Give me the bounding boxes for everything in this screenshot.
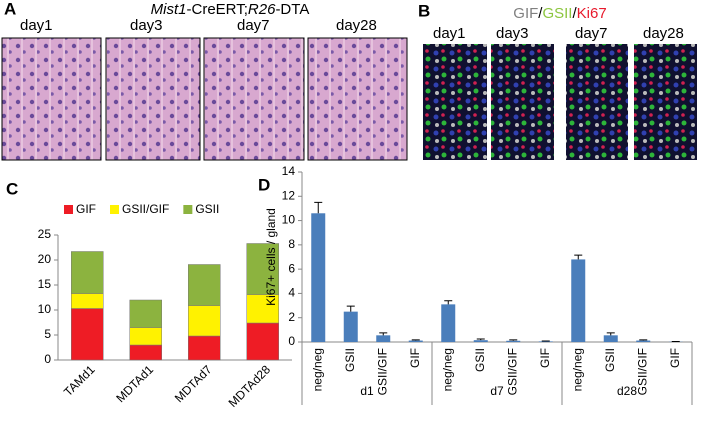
micrograph <box>634 44 697 160</box>
legend-label: GSII <box>195 202 219 216</box>
micrograph <box>307 37 408 161</box>
image-label: day3 <box>496 25 529 42</box>
x-tick-label: GSII/GIF <box>635 348 649 395</box>
bar <box>408 340 423 342</box>
x-tick-label: GSII/GIF <box>375 348 389 395</box>
panel-title: Mist1-CreERT;R26-DTA <box>151 1 310 18</box>
x-tick-label: neg/neg <box>440 348 454 391</box>
legend-swatch <box>64 205 73 214</box>
legend-label: GSII/GIF <box>122 202 169 216</box>
error-bar <box>346 305 355 312</box>
error-bar <box>476 338 485 341</box>
group-label: d1 <box>360 384 374 398</box>
error-bar <box>639 339 648 341</box>
x-tick-label: neg/neg <box>310 348 324 391</box>
x-tick-label: GSII <box>473 348 487 372</box>
bar <box>441 304 456 342</box>
bar <box>571 259 586 342</box>
bar-segment <box>129 327 162 346</box>
bar <box>603 335 618 342</box>
y-tick-label: 0 <box>44 352 51 366</box>
bar-segment <box>71 251 104 294</box>
y-tick-label: 6 <box>288 261 295 275</box>
bar <box>343 311 358 342</box>
error-bar <box>411 339 420 341</box>
legend-label: GIF <box>76 202 96 216</box>
bar <box>538 341 553 342</box>
bar <box>311 213 326 342</box>
bar <box>636 340 651 342</box>
y-tick-label: 10 <box>282 213 296 227</box>
y-tick-label: 12 <box>282 188 296 202</box>
x-tick-label: GSII/GIF <box>505 348 519 395</box>
y-tick-label: 2 <box>288 310 295 324</box>
image-label: day28 <box>336 17 377 34</box>
micrograph <box>423 44 487 160</box>
error-bar <box>444 300 453 305</box>
x-tick-label: GIF <box>668 348 682 368</box>
bar-segment <box>246 294 279 324</box>
micrograph <box>491 44 554 160</box>
bar-segment <box>188 305 221 337</box>
micrograph <box>566 44 628 160</box>
y-tick-label: 4 <box>288 286 295 300</box>
y-tick-label: 15 <box>38 277 52 291</box>
bar-segment <box>246 322 279 361</box>
x-tick-label: MDTAd28 <box>226 362 274 410</box>
y-tick-label: 25 <box>38 227 52 241</box>
group-label: d7 <box>490 384 504 398</box>
image-label: day28 <box>643 25 684 42</box>
x-tick-label: GSII <box>343 348 357 372</box>
image-label: day3 <box>130 17 163 34</box>
bar <box>506 340 521 342</box>
panel-label: B <box>418 1 430 20</box>
bar-segment <box>71 308 104 361</box>
y-tick-label: 8 <box>288 237 295 251</box>
bar <box>473 340 488 342</box>
y-tick-label: 5 <box>44 327 51 341</box>
x-tick-label: MDTAd1 <box>113 362 156 405</box>
image-label: day7 <box>575 25 608 42</box>
error-bar <box>606 332 615 336</box>
image-label: day1 <box>433 25 466 42</box>
bar-segment <box>188 264 221 306</box>
y-axis-title: Ki67+ cells / gland <box>264 208 278 306</box>
micrograph <box>105 37 201 161</box>
bar-segment <box>129 344 162 361</box>
y-tick-label: 0 <box>288 334 295 348</box>
bar-segment <box>246 243 279 295</box>
legend-swatch <box>183 205 193 214</box>
bar-segment <box>188 335 221 361</box>
micrograph <box>1 37 102 161</box>
bar <box>376 335 391 342</box>
error-bar <box>379 332 388 336</box>
panel-label: A <box>4 0 16 18</box>
x-tick-label: GSII <box>603 348 617 372</box>
group-label: d28 <box>617 384 637 398</box>
y-tick-label: 20 <box>38 252 52 266</box>
bar-segment <box>129 299 162 328</box>
micrograph <box>203 37 305 161</box>
x-tick-label: MDTAd7 <box>172 362 215 405</box>
image-label: day1 <box>20 17 53 34</box>
panel-label: C <box>6 179 18 198</box>
legend-swatch <box>110 205 119 214</box>
bar-segment <box>71 293 104 309</box>
panel-title: GIF/GSII/Ki67 <box>513 5 606 22</box>
y-tick-label: 10 <box>38 302 52 316</box>
x-tick-label: GIF <box>408 348 422 368</box>
error-bar <box>314 201 323 214</box>
error-bar <box>574 254 583 260</box>
error-bar <box>509 339 518 341</box>
panel-label: D <box>258 175 270 194</box>
x-tick-label: neg/neg <box>570 348 584 391</box>
y-tick-label: 14 <box>282 164 296 178</box>
image-label: day7 <box>237 17 270 34</box>
x-tick-label: TAMd1 <box>61 362 98 399</box>
x-tick-label: GIF <box>538 348 552 368</box>
